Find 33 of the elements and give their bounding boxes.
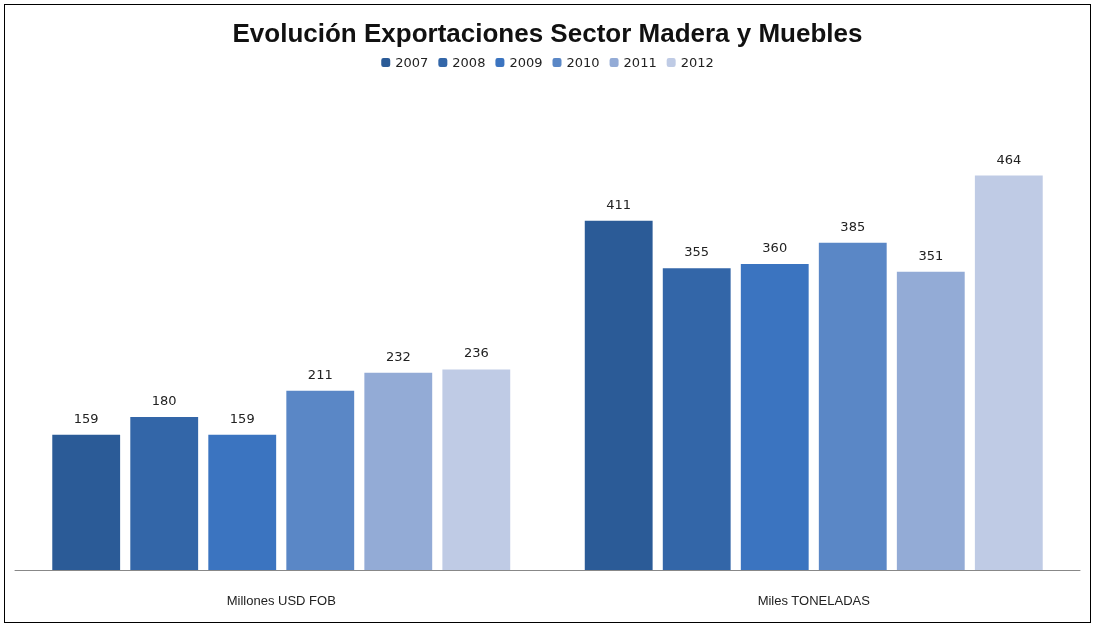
bar [974,175,1043,570]
data-label: 355 [684,244,710,260]
bar [286,390,355,570]
x-tick-label: Millones USD FOB [226,593,336,608]
data-label: 180 [151,393,177,408]
chart-title: Evolución Exportaciones Sector Madera y Muebles [232,18,863,48]
data-label: 411 [606,196,632,212]
legend-label: 2008 [452,55,486,70]
bar [364,372,433,570]
bar [740,264,809,570]
legend-label: 2009 [509,55,543,70]
legend-label: 2011 [623,55,657,70]
legend-label: 2012 [680,55,714,70]
bar [662,268,731,570]
bar [130,417,199,570]
data-label: 351 [918,247,944,263]
bar [442,369,511,570]
bar [818,242,887,570]
bar [52,434,121,570]
bar [584,220,653,570]
data-label: 211 [307,366,333,382]
legend-label: 2010 [566,55,600,70]
legend-label: 2007 [395,55,429,70]
data-label: 360 [762,240,788,255]
data-label: 159 [73,410,99,426]
x-tick-label: Miles TONELADAS [757,593,871,608]
data-label: 159 [229,410,255,426]
bar [896,271,965,570]
bar [208,434,277,570]
data-label: 236 [463,345,489,361]
data-label: 232 [385,348,411,364]
data-label: 464 [996,151,1022,167]
data-label: 385 [840,218,866,234]
